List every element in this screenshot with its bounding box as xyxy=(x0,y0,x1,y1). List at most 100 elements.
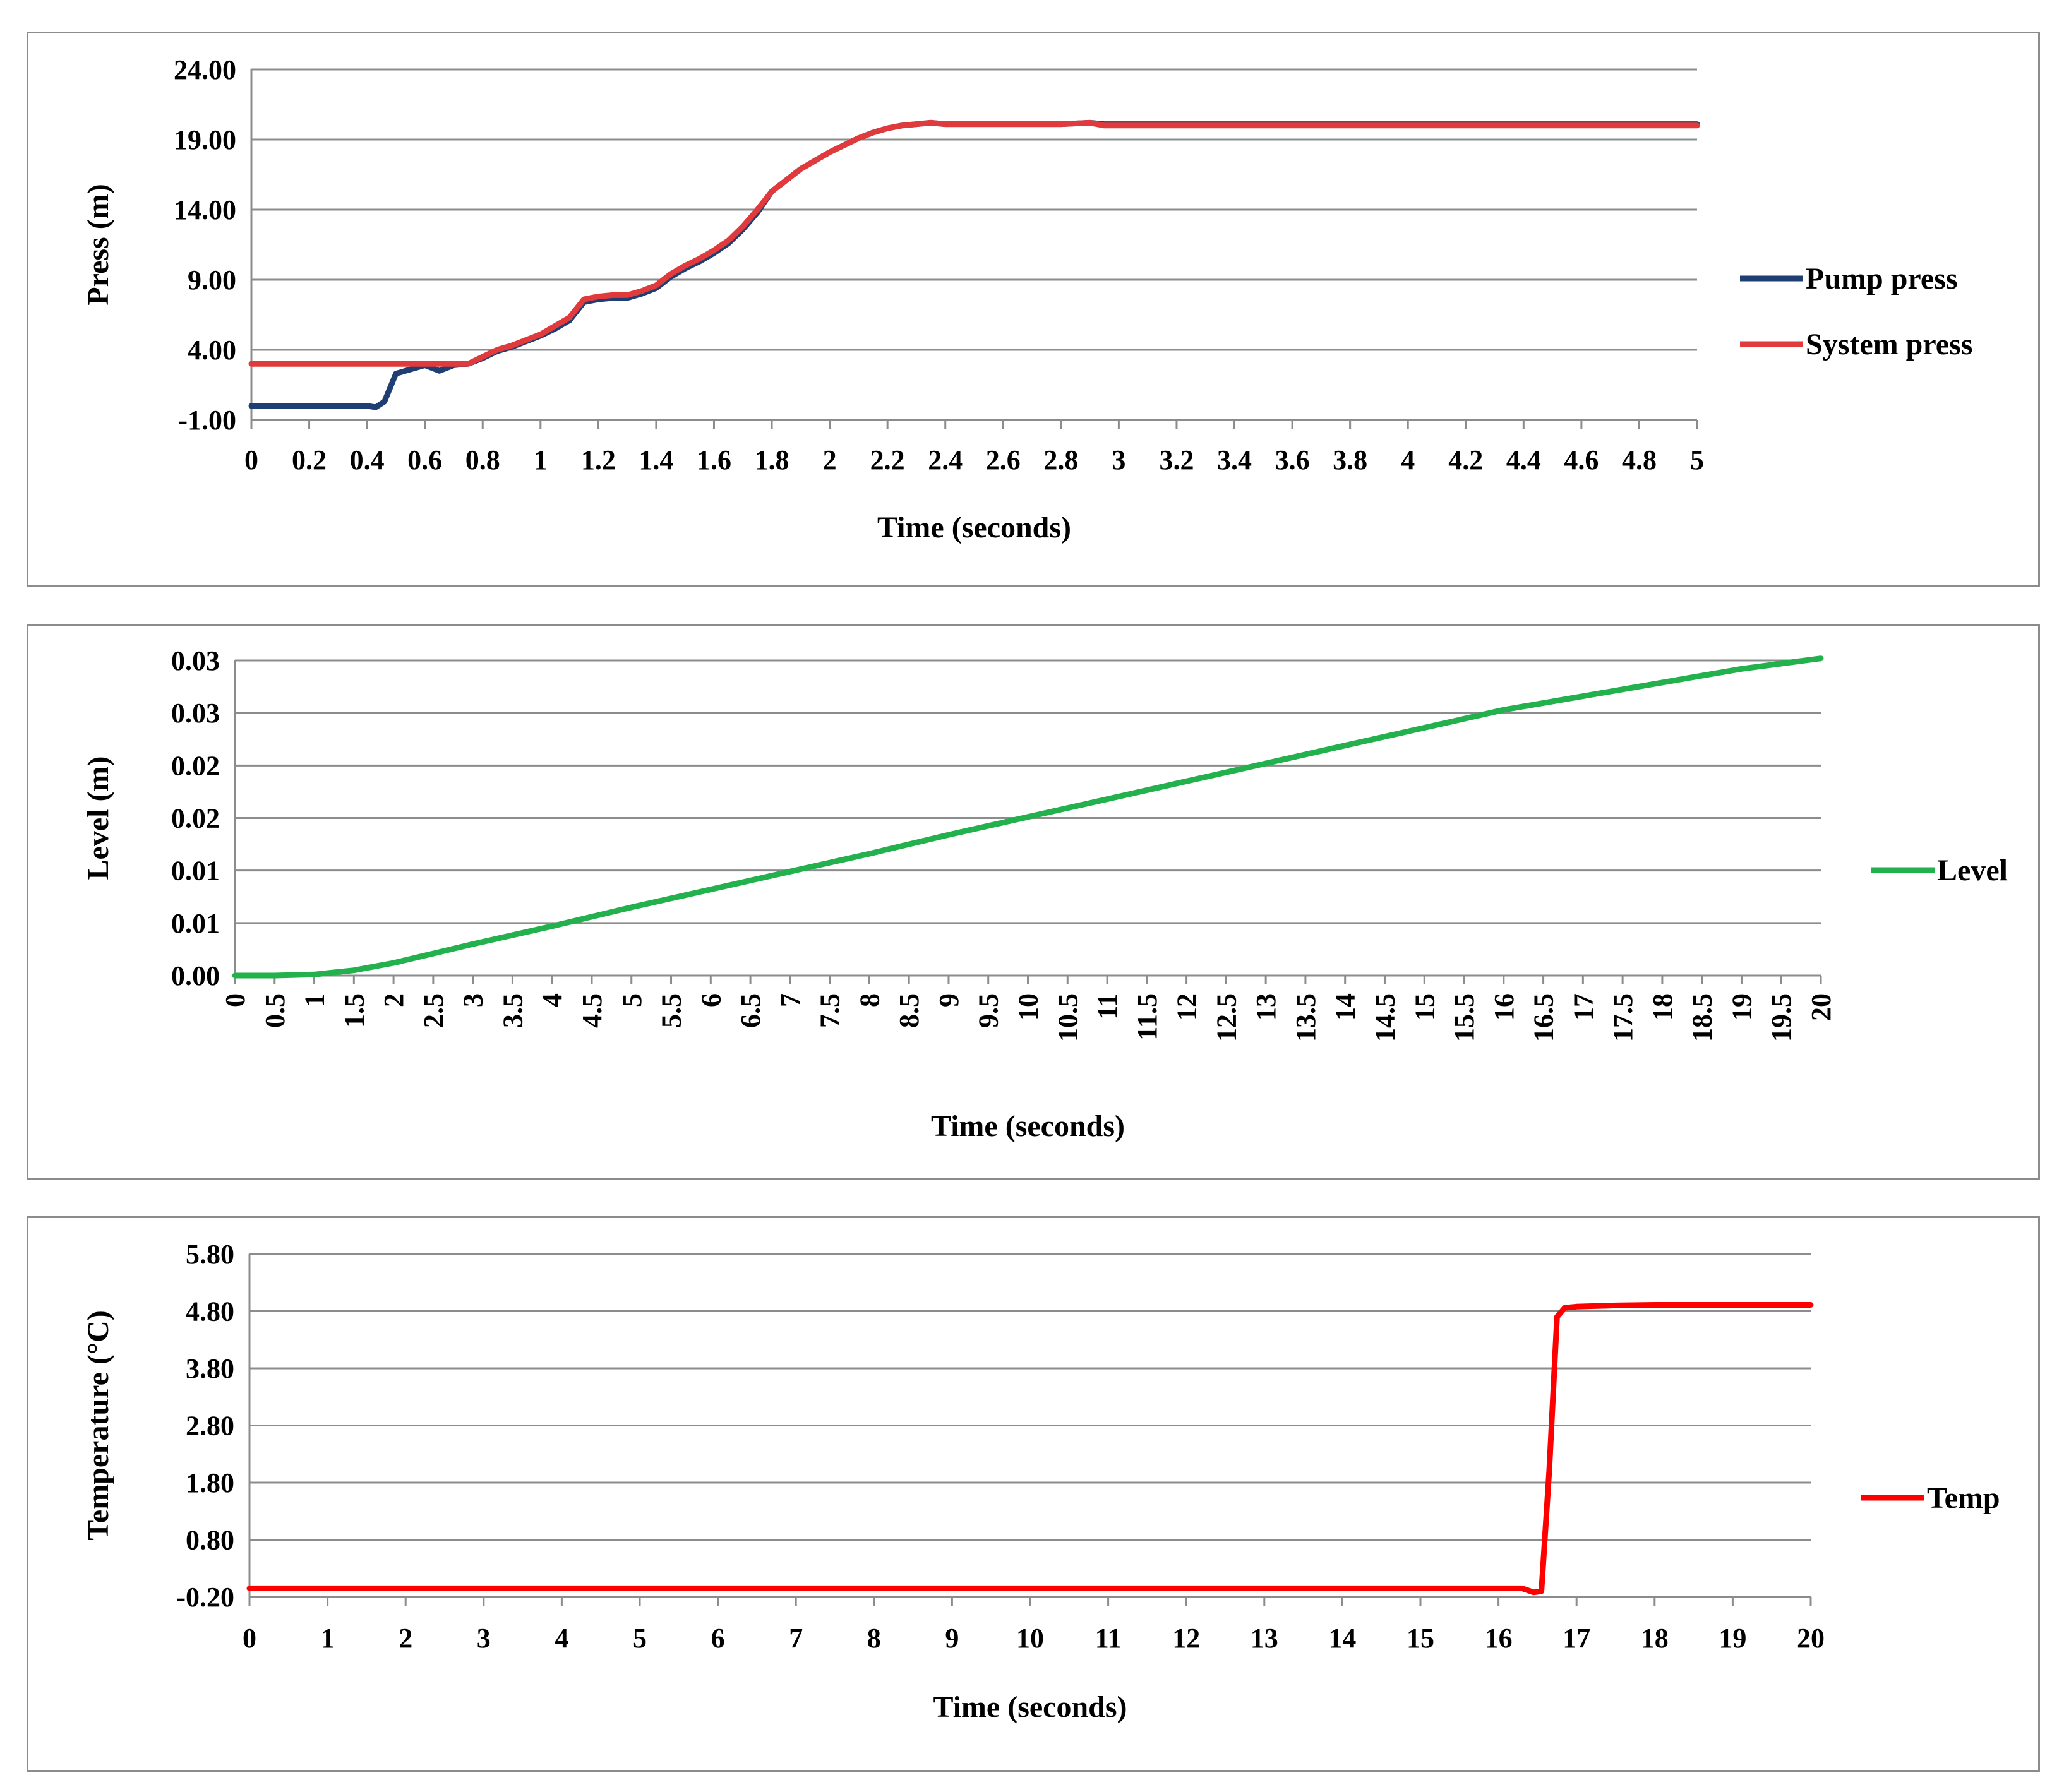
x-tick-label: 2.8 xyxy=(1043,445,1078,475)
legend-label: System press xyxy=(1806,328,1972,361)
x-tick-label: 20 xyxy=(1806,993,1837,1021)
x-tick-label: 15.5 xyxy=(1449,993,1480,1042)
x-tick-label: 0 xyxy=(243,1623,256,1654)
x-tick-label: 0.4 xyxy=(350,445,385,475)
x-axis-title: Time (seconds) xyxy=(877,511,1071,544)
x-tick-label: 18 xyxy=(1641,1623,1669,1654)
x-tick-label: 9 xyxy=(945,1623,959,1654)
y-tick-label: 9.00 xyxy=(188,265,236,296)
x-tick-label: 1 xyxy=(299,993,330,1007)
x-tick-label: 1.8 xyxy=(755,445,789,475)
y-tick-label: 4.80 xyxy=(186,1296,234,1327)
x-tick-label: 4 xyxy=(1401,445,1415,475)
x-tick-label: 6.5 xyxy=(735,993,766,1028)
y-tick-label: 5.80 xyxy=(186,1239,234,1270)
x-tick-label: 15 xyxy=(1409,993,1440,1021)
y-tick-label: 0.01 xyxy=(171,856,220,887)
x-tick-label: 3.2 xyxy=(1159,445,1194,475)
x-tick-label: 4 xyxy=(555,1623,568,1654)
x-tick-label: 11 xyxy=(1092,993,1123,1020)
x-tick-label: 0.5 xyxy=(260,993,291,1028)
legend-label: Temp xyxy=(1927,1481,2000,1515)
y-tick-label: 0.01 xyxy=(171,908,220,939)
x-tick-label: 20 xyxy=(1797,1623,1825,1654)
y-tick-label: 0.02 xyxy=(171,750,220,781)
y-tick-label: 14.00 xyxy=(174,194,236,225)
x-tick-label: 7 xyxy=(775,993,806,1007)
y-tick-label: 3.80 xyxy=(186,1353,234,1384)
x-axis-title: Time (seconds) xyxy=(931,1109,1125,1143)
x-tick-label: 3.6 xyxy=(1275,445,1310,475)
x-tick-label: 2 xyxy=(378,993,409,1007)
x-tick-label: 14 xyxy=(1330,993,1361,1021)
x-tick-label: 17 xyxy=(1563,1623,1590,1654)
x-tick-label: 1.5 xyxy=(339,993,369,1028)
legend-label: Pump press xyxy=(1806,262,1958,296)
x-tick-label: 0.8 xyxy=(465,445,500,475)
x-tick-label: 1.4 xyxy=(639,445,673,475)
x-tick-label: 1 xyxy=(321,1623,335,1654)
x-tick-label: 15 xyxy=(1407,1623,1434,1654)
x-tick-label: 14.5 xyxy=(1369,993,1400,1042)
y-tick-label: 4.00 xyxy=(188,335,236,366)
x-tick-label: 3.8 xyxy=(1333,445,1367,475)
x-tick-label: 9.5 xyxy=(973,993,1004,1028)
x-tick-label: 1.2 xyxy=(581,445,616,475)
x-tick-label: 6 xyxy=(711,1623,725,1654)
press-chart-panel: 24.00 19.00 14.00 9.00 4.00 -1.00 0 0.2 0.4 0.6 0.… xyxy=(27,32,2040,587)
x-tick-label: 6 xyxy=(695,993,726,1007)
x-tick-label: 18 xyxy=(1647,993,1678,1021)
x-tick-label: 4 xyxy=(537,993,568,1007)
x-tick-label: 12.5 xyxy=(1211,993,1242,1042)
x-tick-label: 19 xyxy=(1726,993,1757,1021)
y-axis-title: Level (m) xyxy=(81,756,115,880)
x-tick-label: 8 xyxy=(854,993,885,1007)
x-tick-label: 11 xyxy=(1095,1623,1122,1654)
x-tick-label: 4.8 xyxy=(1622,445,1657,475)
x-tick-label: 19 xyxy=(1719,1623,1746,1654)
x-tick-label: 2.4 xyxy=(928,445,963,475)
y-tick-label: 19.00 xyxy=(174,124,236,155)
y-tick-label: 0.03 xyxy=(171,698,220,729)
x-tick-label: 5.5 xyxy=(656,993,687,1028)
press-chart: 24.00 19.00 14.00 9.00 4.00 -1.00 0 0.2 0.4 0.6 0.… xyxy=(81,54,1972,544)
x-tick-label: 0 xyxy=(244,445,258,475)
x-tick-label: 2 xyxy=(399,1623,412,1654)
y-tick-label: 0.02 xyxy=(171,803,220,834)
x-tick-label: 10 xyxy=(1016,1623,1044,1654)
x-tick-label: 8.5 xyxy=(894,993,925,1028)
y-tick-label: 2.80 xyxy=(186,1411,234,1442)
x-tick-label: 7.5 xyxy=(815,993,846,1028)
x-tick-label: 0.2 xyxy=(292,445,327,475)
x-tick-label: 10 xyxy=(1013,993,1044,1021)
level-chart: 0.030.030.020.020.010.010.000 0.5 1 1.5 2 2.5… xyxy=(81,645,2008,1143)
x-tick-label: 2 xyxy=(823,445,837,475)
x-tick-label: 12 xyxy=(1172,1623,1200,1654)
x-tick-label: 3.4 xyxy=(1217,445,1252,475)
series-line-level xyxy=(232,655,1824,979)
x-tick-label: 13 xyxy=(1251,1623,1278,1654)
x-tick-label: 10.5 xyxy=(1052,993,1083,1042)
x-tick-label: 8 xyxy=(867,1623,881,1654)
x-tick-label: 1.6 xyxy=(697,445,731,475)
y-tick-label: 0.80 xyxy=(186,1525,234,1556)
x-tick-label: 16 xyxy=(1489,993,1520,1021)
x-tick-label: 13 xyxy=(1251,993,1281,1021)
x-tick-label: 2.6 xyxy=(986,445,1021,475)
x-tick-label: 4.5 xyxy=(577,993,608,1028)
temperature-chart: 5.804.803.802.801.800.80-0.200 1 2 3 4 5 6 7 8 9 1… xyxy=(81,1239,2000,1724)
x-tick-label: 4.2 xyxy=(1448,445,1483,475)
x-tick-label: 9 xyxy=(933,993,964,1007)
x-tick-label: 0.6 xyxy=(407,445,442,475)
y-tick-label: 24.00 xyxy=(174,54,236,85)
y-tick-label: -1.00 xyxy=(178,405,236,436)
y-tick-label: -0.20 xyxy=(176,1582,234,1613)
x-tick-label: 5 xyxy=(633,1623,647,1654)
y-axis-title: Press (m) xyxy=(81,184,115,305)
y-tick-label: 0.03 xyxy=(171,645,220,676)
y-tick-label: 1.80 xyxy=(186,1467,234,1498)
x-axis-title: Time (seconds) xyxy=(933,1690,1127,1724)
x-tick-label: 17 xyxy=(1568,993,1599,1021)
x-tick-label: 3 xyxy=(458,993,489,1007)
x-tick-label: 5 xyxy=(1690,445,1704,475)
